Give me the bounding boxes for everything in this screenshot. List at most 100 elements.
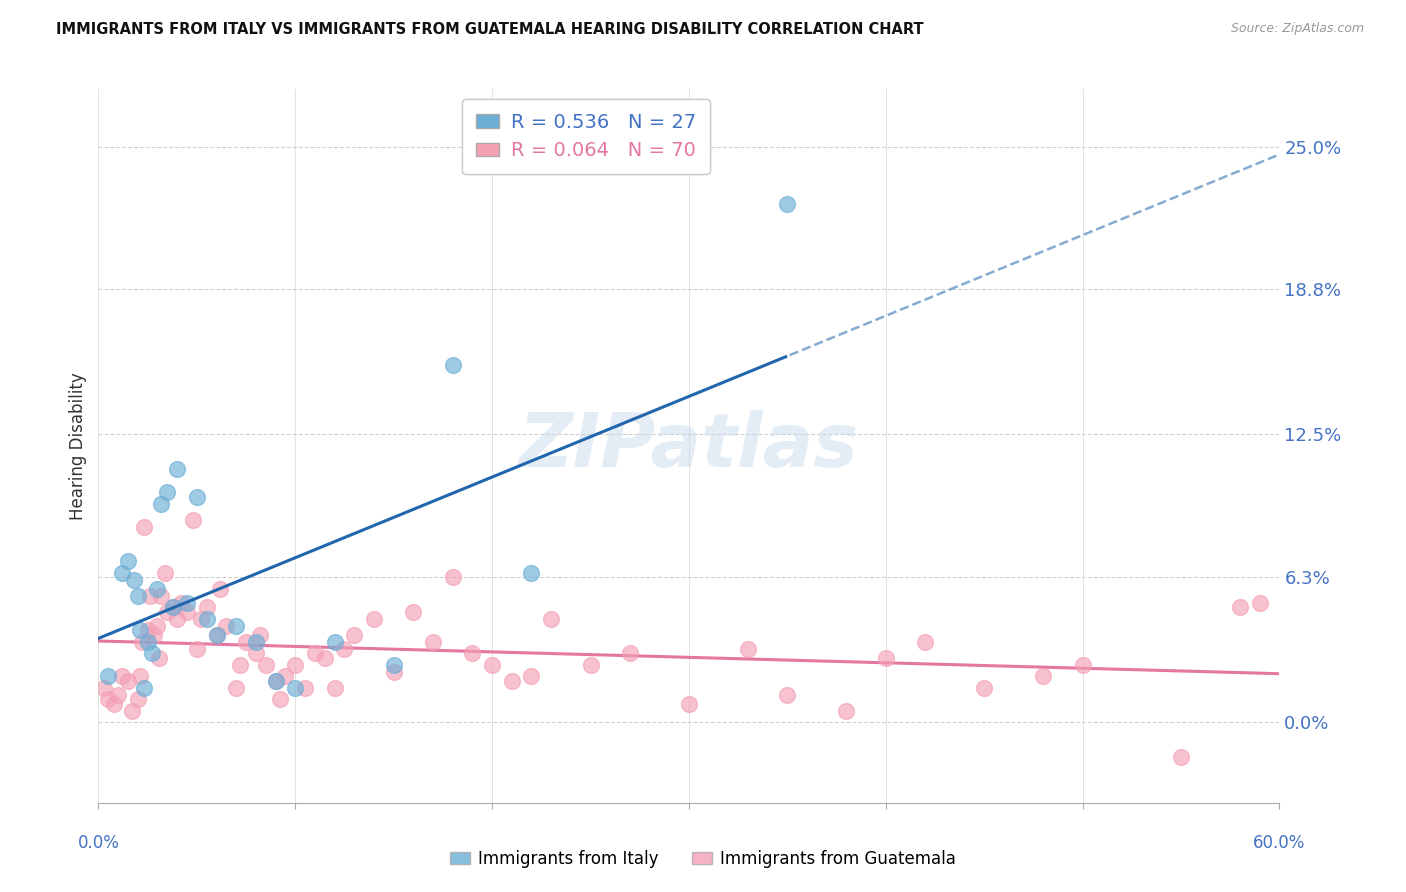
Point bbox=[225, 618, 247, 632]
Point bbox=[93, 681, 115, 695]
Point bbox=[156, 485, 179, 500]
Point bbox=[122, 573, 145, 587]
Point bbox=[501, 673, 523, 688]
Point bbox=[136, 634, 159, 648]
Y-axis label: Hearing Disability: Hearing Disability bbox=[69, 372, 87, 520]
Point bbox=[117, 554, 139, 568]
Point bbox=[264, 673, 287, 688]
Text: 60.0%: 60.0% bbox=[1253, 834, 1306, 852]
Point bbox=[195, 600, 218, 615]
Point bbox=[776, 688, 799, 702]
Point bbox=[155, 566, 177, 580]
Point bbox=[146, 582, 169, 596]
Point bbox=[314, 650, 336, 665]
Point bbox=[141, 646, 163, 660]
Point bbox=[284, 657, 307, 672]
Point bbox=[284, 681, 307, 695]
Point bbox=[245, 634, 267, 648]
Point bbox=[111, 669, 134, 683]
Text: ZIPatlas: ZIPatlas bbox=[519, 409, 859, 483]
Point bbox=[166, 612, 188, 626]
Point bbox=[148, 650, 170, 665]
Point bbox=[170, 595, 193, 609]
Point bbox=[343, 628, 366, 642]
Point bbox=[520, 669, 543, 683]
Point bbox=[97, 692, 120, 706]
Point bbox=[422, 634, 444, 648]
Point bbox=[678, 697, 700, 711]
Point bbox=[190, 612, 212, 626]
Point bbox=[1071, 657, 1094, 672]
Point bbox=[150, 589, 173, 603]
Point bbox=[274, 669, 297, 683]
Point bbox=[117, 673, 139, 688]
Point bbox=[619, 646, 641, 660]
Point bbox=[382, 657, 405, 672]
Point bbox=[132, 681, 155, 695]
Point bbox=[235, 634, 257, 648]
Point bbox=[131, 634, 153, 648]
Point bbox=[146, 618, 169, 632]
Point bbox=[176, 605, 198, 619]
Point bbox=[225, 681, 247, 695]
Point bbox=[1170, 749, 1192, 764]
Point bbox=[245, 646, 267, 660]
Point bbox=[835, 704, 858, 718]
Point bbox=[294, 681, 316, 695]
Point bbox=[254, 657, 277, 672]
Point bbox=[121, 704, 143, 718]
Text: 0.0%: 0.0% bbox=[77, 834, 120, 852]
Point bbox=[209, 582, 232, 596]
Point bbox=[737, 641, 759, 656]
Point bbox=[103, 697, 125, 711]
Point bbox=[333, 641, 356, 656]
Point bbox=[205, 628, 228, 642]
Point bbox=[97, 669, 120, 683]
Point bbox=[304, 646, 326, 660]
Point bbox=[128, 623, 150, 637]
Point bbox=[540, 612, 562, 626]
Point bbox=[363, 612, 385, 626]
Point bbox=[1032, 669, 1054, 683]
Point bbox=[127, 589, 149, 603]
Point bbox=[229, 657, 252, 672]
Point bbox=[127, 692, 149, 706]
Point bbox=[186, 641, 208, 656]
Point bbox=[107, 688, 129, 702]
Point bbox=[128, 669, 150, 683]
Point bbox=[166, 462, 188, 476]
Point bbox=[132, 519, 155, 533]
Point bbox=[481, 657, 503, 672]
Point bbox=[136, 623, 159, 637]
Point bbox=[181, 513, 204, 527]
Legend: Immigrants from Italy, Immigrants from Guatemala: Immigrants from Italy, Immigrants from G… bbox=[443, 844, 963, 875]
Point bbox=[776, 197, 799, 211]
Point bbox=[520, 566, 543, 580]
Point bbox=[249, 628, 271, 642]
Point bbox=[162, 600, 184, 615]
Point bbox=[142, 628, 165, 642]
Text: IMMIGRANTS FROM ITALY VS IMMIGRANTS FROM GUATEMALA HEARING DISABILITY CORRELATIO: IMMIGRANTS FROM ITALY VS IMMIGRANTS FROM… bbox=[56, 22, 924, 37]
Point bbox=[441, 359, 464, 373]
Point bbox=[150, 497, 173, 511]
Point bbox=[111, 566, 134, 580]
Point bbox=[382, 665, 405, 679]
Point bbox=[973, 681, 995, 695]
Point bbox=[402, 605, 425, 619]
Point bbox=[323, 681, 346, 695]
Point bbox=[264, 673, 287, 688]
Point bbox=[323, 634, 346, 648]
Point bbox=[579, 657, 602, 672]
Point bbox=[914, 634, 936, 648]
Point bbox=[162, 600, 184, 615]
Point bbox=[186, 490, 208, 504]
Point bbox=[156, 605, 179, 619]
Point bbox=[215, 618, 238, 632]
Point bbox=[461, 646, 484, 660]
Point bbox=[875, 650, 897, 665]
Point bbox=[1229, 600, 1251, 615]
Text: Source: ZipAtlas.com: Source: ZipAtlas.com bbox=[1230, 22, 1364, 36]
Point bbox=[138, 589, 160, 603]
Point bbox=[195, 612, 218, 626]
Point bbox=[1249, 595, 1271, 609]
